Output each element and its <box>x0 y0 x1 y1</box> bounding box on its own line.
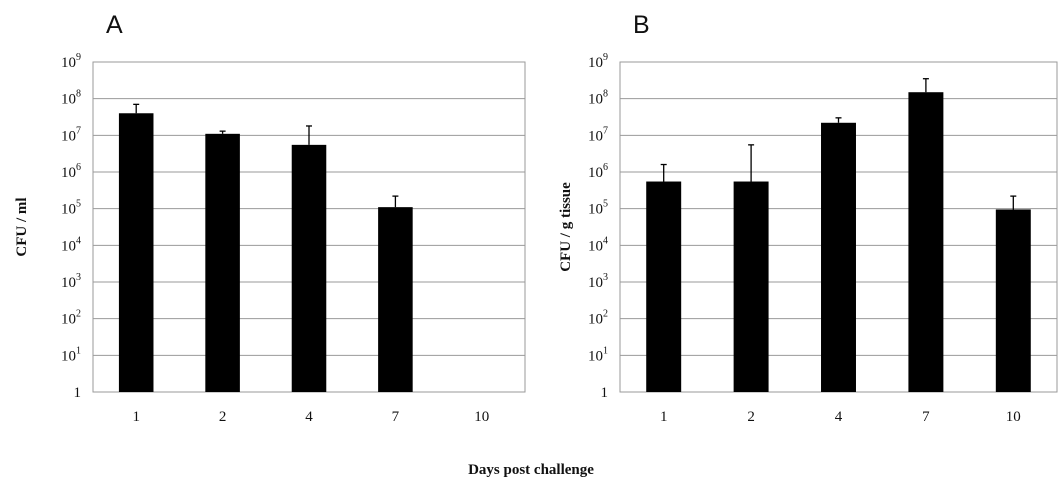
y-tick-label: 102 <box>588 309 608 328</box>
bar <box>733 181 769 392</box>
y-axis-title: CFU / g tissue <box>558 182 574 272</box>
bar <box>995 209 1031 392</box>
x-tick-label: 4 <box>835 409 843 425</box>
y-tick-label: 1 <box>74 385 82 401</box>
y-tick-label: 102 <box>61 309 81 328</box>
y-axis-title: CFU / ml <box>14 197 30 256</box>
y-tick-label: 104 <box>61 235 81 254</box>
y-tick-label: 108 <box>61 89 81 108</box>
panel-a-letter: A <box>106 11 123 39</box>
panel-b-letter: B <box>633 11 650 39</box>
bar <box>908 92 944 392</box>
y-tick-label: 107 <box>588 125 608 144</box>
y-tick-label: 103 <box>588 272 608 291</box>
x-axis-title: Days post challenge <box>468 462 594 478</box>
x-tick-label: 2 <box>747 409 755 425</box>
bar <box>291 144 327 392</box>
bar <box>646 181 682 392</box>
y-tick-label: 1 <box>601 385 609 401</box>
y-tick-label: 106 <box>61 162 81 181</box>
bar <box>205 133 240 392</box>
bar <box>118 113 154 392</box>
y-tick-label: 101 <box>588 345 608 364</box>
y-tick-label: 103 <box>61 272 81 291</box>
y-tick-label: 108 <box>588 89 608 108</box>
y-tick-label: 104 <box>588 235 608 254</box>
panel-b: B 1 101 102 103 104 105 106 107 108 109 1 2 4 7 10 CFU … <box>558 11 1058 425</box>
y-tick-label: 105 <box>61 199 81 218</box>
x-tick-label: 10 <box>1006 409 1021 425</box>
x-tick-label: 7 <box>392 409 400 425</box>
y-tick-label: 109 <box>61 52 81 71</box>
x-tick-label: 10 <box>474 409 489 425</box>
x-tick-label: 7 <box>922 409 930 425</box>
x-tick-label: 1 <box>660 409 668 425</box>
y-tick-label: 101 <box>61 345 81 364</box>
y-tick-label: 109 <box>588 52 608 71</box>
x-tick-label: 4 <box>305 409 313 425</box>
bar <box>378 207 413 392</box>
y-tick-label: 105 <box>588 199 608 218</box>
y-tick-label: 107 <box>61 125 81 144</box>
panel-a: A 1 101 102 103 104 105 106 107 108 109 1 2 4 7 10 CFU … <box>14 11 526 425</box>
bar <box>821 122 856 392</box>
x-tick-label: 2 <box>219 409 227 425</box>
x-tick-label: 1 <box>132 409 140 425</box>
y-tick-label: 106 <box>588 162 608 181</box>
